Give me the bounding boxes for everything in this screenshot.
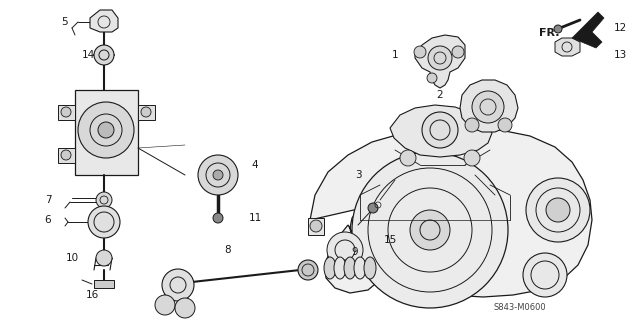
- Circle shape: [410, 210, 450, 250]
- Ellipse shape: [354, 257, 366, 279]
- Circle shape: [352, 152, 508, 308]
- Circle shape: [414, 46, 426, 58]
- Circle shape: [526, 178, 590, 242]
- Polygon shape: [75, 90, 138, 175]
- Polygon shape: [415, 35, 465, 88]
- Polygon shape: [555, 38, 580, 56]
- Ellipse shape: [344, 257, 356, 279]
- Ellipse shape: [364, 257, 376, 279]
- Circle shape: [422, 112, 458, 148]
- Text: 16: 16: [85, 290, 99, 300]
- Circle shape: [368, 203, 378, 213]
- Polygon shape: [390, 105, 492, 157]
- Circle shape: [400, 150, 416, 166]
- Text: 14: 14: [81, 50, 95, 60]
- Polygon shape: [310, 128, 592, 297]
- Text: 7: 7: [45, 195, 51, 205]
- Circle shape: [523, 253, 567, 297]
- Ellipse shape: [334, 257, 346, 279]
- Polygon shape: [58, 148, 75, 163]
- Text: 2: 2: [436, 90, 444, 100]
- Text: 5: 5: [61, 17, 68, 27]
- Circle shape: [213, 213, 223, 223]
- Circle shape: [465, 118, 479, 132]
- Text: 10: 10: [65, 253, 79, 263]
- Circle shape: [96, 192, 112, 208]
- Circle shape: [498, 118, 512, 132]
- Circle shape: [427, 73, 437, 83]
- Circle shape: [61, 107, 71, 117]
- Circle shape: [162, 269, 194, 301]
- Circle shape: [452, 46, 464, 58]
- Text: 11: 11: [248, 213, 262, 223]
- Text: 15: 15: [383, 235, 397, 245]
- Text: 6: 6: [45, 215, 51, 225]
- Circle shape: [141, 107, 151, 117]
- Circle shape: [298, 260, 318, 280]
- Circle shape: [464, 150, 480, 166]
- Text: 12: 12: [613, 23, 627, 33]
- Circle shape: [310, 220, 322, 232]
- Text: 1: 1: [392, 50, 398, 60]
- Polygon shape: [94, 280, 114, 288]
- Text: 4: 4: [252, 160, 259, 170]
- Polygon shape: [58, 105, 75, 120]
- Circle shape: [155, 295, 175, 315]
- Circle shape: [327, 232, 363, 268]
- Circle shape: [94, 45, 114, 65]
- Circle shape: [175, 298, 195, 318]
- Circle shape: [428, 46, 452, 70]
- Text: FR.: FR.: [540, 28, 560, 38]
- Circle shape: [472, 91, 504, 123]
- Polygon shape: [572, 12, 604, 48]
- Text: 9: 9: [352, 247, 358, 257]
- Circle shape: [213, 170, 223, 180]
- Polygon shape: [308, 218, 324, 235]
- Text: S843-M0600: S843-M0600: [493, 303, 547, 313]
- Ellipse shape: [324, 257, 336, 279]
- Circle shape: [98, 122, 114, 138]
- Polygon shape: [138, 105, 155, 120]
- Polygon shape: [90, 10, 118, 32]
- Circle shape: [88, 206, 120, 238]
- Circle shape: [78, 102, 134, 158]
- Text: 13: 13: [613, 50, 627, 60]
- Circle shape: [198, 155, 238, 195]
- Circle shape: [96, 250, 112, 266]
- Polygon shape: [460, 80, 518, 132]
- Circle shape: [61, 150, 71, 160]
- Text: 3: 3: [355, 170, 362, 180]
- Text: 8: 8: [225, 245, 231, 255]
- Circle shape: [554, 25, 562, 33]
- Circle shape: [546, 198, 570, 222]
